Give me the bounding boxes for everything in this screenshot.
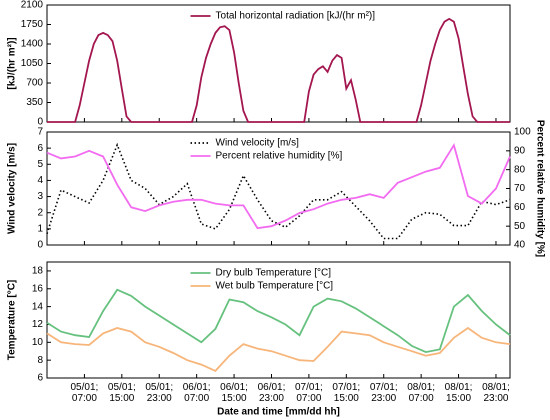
y2-tick-label: 60 bbox=[514, 202, 526, 213]
y-tick-label: 0 bbox=[37, 240, 43, 251]
y2-tick-label: 40 bbox=[514, 240, 526, 251]
x-tick-label: 06/01; 23:00 bbox=[257, 382, 286, 404]
y-tick-label: 1050 bbox=[21, 58, 44, 69]
y-tick-label: 8 bbox=[37, 355, 43, 366]
y2-tick-label: 80 bbox=[514, 164, 526, 175]
y-axis-label: Temperature [°C] bbox=[7, 280, 18, 361]
y-tick-label: 700 bbox=[26, 78, 43, 89]
x-tick-label: 05/01; 07:00 bbox=[70, 382, 99, 404]
x-tick-label: 07/01; 23:00 bbox=[369, 382, 398, 404]
y-tick-label: 18 bbox=[32, 266, 44, 277]
y-tick-label: 1 bbox=[37, 223, 43, 234]
legend-label: Dry bulb Temperature [°C] bbox=[216, 268, 332, 279]
y-tick-label: 12 bbox=[32, 319, 44, 330]
y-tick-label: 350 bbox=[26, 97, 43, 108]
y2-tick-label: 50 bbox=[514, 221, 526, 232]
series-line bbox=[46, 288, 511, 354]
series-line bbox=[46, 142, 511, 230]
y-tick-label: 1400 bbox=[21, 39, 44, 50]
y-tick-label: 2 bbox=[37, 207, 43, 218]
y-axis-label: [kJ/(hr m²)] bbox=[7, 37, 18, 89]
y2-axis-label: Percent relative humidity [%] bbox=[534, 120, 545, 257]
y-tick-label: 5 bbox=[37, 159, 43, 170]
x-tick-label: 06/01; 07:00 bbox=[182, 382, 211, 404]
x-tick-label: 08/01; 07:00 bbox=[407, 382, 436, 404]
series-line bbox=[47, 17, 510, 123]
legend-label: Total horizontal radiation [kJ/(hr m²)] bbox=[216, 11, 376, 22]
x-tick-label: 07/01; 07:00 bbox=[294, 382, 323, 404]
y-tick-label: 3 bbox=[37, 191, 43, 202]
series-line bbox=[46, 142, 511, 240]
y-tick-label: 2100 bbox=[21, 0, 44, 11]
y-tick-label: 6 bbox=[37, 373, 43, 384]
plot-frame bbox=[46, 4, 511, 123]
y-tick-label: 4 bbox=[37, 175, 43, 186]
x-tick-label: 06/01; 15:00 bbox=[220, 382, 248, 404]
x-tick-label: 08/01; 23:00 bbox=[482, 382, 510, 404]
y-tick-label: 14 bbox=[32, 301, 44, 312]
y2-tick-label: 70 bbox=[514, 183, 526, 194]
y-tick-label: 0 bbox=[37, 117, 43, 128]
y2-tick-label: 90 bbox=[514, 145, 526, 156]
y-axis-label: Wind velocity [m/s] bbox=[7, 143, 18, 234]
y-tick-label: 6 bbox=[37, 143, 43, 154]
x-axis-label: Date and time [mm/dd hh] bbox=[217, 407, 340, 418]
y-tick-label: 1750 bbox=[21, 19, 44, 30]
legend-label: Percent relative humidity [%] bbox=[216, 151, 343, 162]
legend-label: Wind velocity [m/s] bbox=[216, 138, 300, 149]
y-tick-label: 10 bbox=[32, 337, 44, 348]
y-tick-label: 7 bbox=[37, 127, 43, 138]
y2-tick-label: 100 bbox=[514, 127, 531, 138]
x-tick-label: 07/01; 15:00 bbox=[332, 382, 361, 404]
y-tick-label: 16 bbox=[32, 283, 44, 294]
x-tick-label: 05/01; 15:00 bbox=[107, 382, 136, 404]
series-line bbox=[46, 326, 511, 372]
plot-frame bbox=[46, 261, 511, 379]
legend-label: Wet bulb Temperature [°C] bbox=[216, 281, 334, 292]
x-tick-label: 08/01; 15:00 bbox=[444, 382, 473, 404]
x-tick-label: 05/01; 23:00 bbox=[145, 382, 174, 404]
